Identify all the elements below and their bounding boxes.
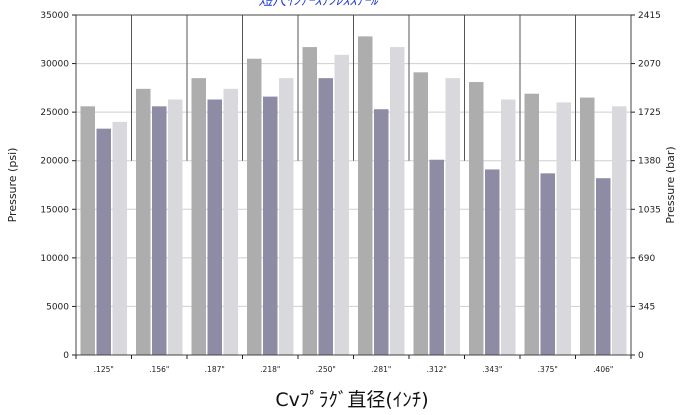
y-tick-label-left: 25000 <box>40 108 69 118</box>
x-tick-label: .218" <box>260 365 280 374</box>
y-tick-label-left: 5000 <box>46 302 69 312</box>
bar <box>596 178 611 355</box>
y-tick-label-right: 1380 <box>638 157 661 167</box>
x-tick-label: .125" <box>94 365 114 374</box>
chart-title: 短尺ｲﾝｱｰｽﾃﾝﾚｽｽﾁｰﾙ <box>259 0 379 9</box>
y-tick-label-left: 20000 <box>40 157 69 167</box>
bar <box>501 99 516 355</box>
bar <box>429 159 444 355</box>
y-axis-title-left: Pressure (psi) <box>6 148 19 223</box>
bar <box>390 47 405 356</box>
x-tick-label: .312" <box>427 365 447 374</box>
y-tick-label-left: 35000 <box>40 11 69 21</box>
bar <box>485 169 500 355</box>
bar <box>612 106 627 355</box>
bar <box>374 109 389 355</box>
axes <box>72 14 635 359</box>
x-tick-label: .343" <box>482 365 502 374</box>
y-tick-label-right: 2415 <box>638 11 661 21</box>
bar <box>263 96 278 355</box>
bar <box>469 82 484 356</box>
bar <box>136 88 151 355</box>
y-tick-label-right: 1035 <box>638 205 661 215</box>
bar <box>112 121 127 355</box>
y-axis-title-right: Pressure (bar) <box>664 146 677 223</box>
bar <box>445 78 460 356</box>
bar <box>580 97 595 356</box>
y-tick-label-left: 30000 <box>40 60 69 70</box>
bar <box>247 58 262 355</box>
x-tick-label: .375" <box>538 365 558 374</box>
bar <box>334 54 349 355</box>
x-tick-label: .187" <box>205 365 225 374</box>
bar <box>318 78 333 356</box>
y-tick-label-right: 690 <box>638 254 655 264</box>
bar <box>556 102 571 355</box>
y-tick-label-right: 2070 <box>638 60 661 70</box>
y-tick-label-right: 345 <box>638 302 655 312</box>
bar <box>540 173 555 355</box>
y-tick-label-left: 0 <box>63 351 69 361</box>
bar <box>223 88 238 355</box>
y-tick-label-left: 10000 <box>40 254 69 264</box>
x-axis-title: Cvﾌﾟﾗｸﾞ直径(ｲﾝﾁ) <box>275 389 428 411</box>
bar <box>152 106 167 355</box>
bar <box>413 72 428 356</box>
tick-labels: 0 5000 10000 15000 20000 25000 30000 35000 0 345 6… <box>40 11 661 374</box>
bar <box>279 78 294 356</box>
y-tick-label-left: 15000 <box>40 205 69 215</box>
x-tick-label: .250" <box>316 365 336 374</box>
bar <box>207 99 222 355</box>
bar <box>358 36 373 355</box>
x-tick-label: .406" <box>593 365 613 374</box>
y-tick-label-right: 0 <box>638 351 644 361</box>
y-tick-label-right: 1725 <box>638 108 661 118</box>
bar <box>524 93 539 355</box>
bar <box>302 47 317 356</box>
bar <box>96 128 111 355</box>
bar <box>80 106 95 355</box>
x-tick-label: .281" <box>371 365 391 374</box>
x-tick-label: .156" <box>149 365 169 374</box>
bars <box>80 36 627 356</box>
bar <box>168 99 183 355</box>
bar <box>191 78 206 356</box>
